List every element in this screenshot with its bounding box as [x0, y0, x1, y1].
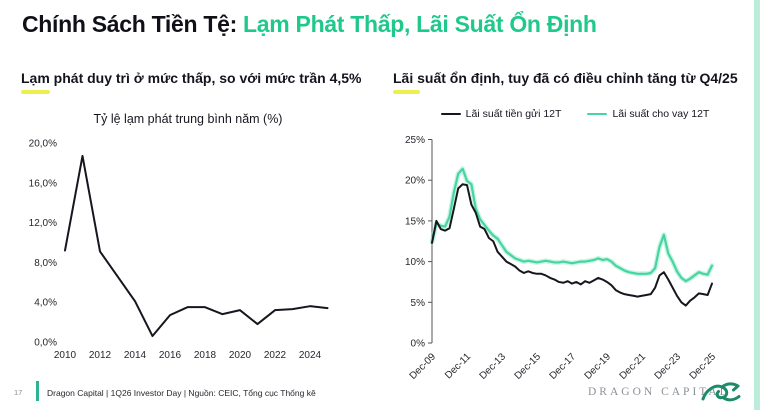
svg-text:2014: 2014 — [124, 350, 147, 361]
source-text: Dragon Capital | 1Q26 Investor Day | Ngu… — [47, 388, 316, 398]
brand-name: DRAGON CAPITAL — [588, 386, 730, 398]
svg-text:2010: 2010 — [54, 350, 77, 361]
svg-text:2024: 2024 — [299, 350, 322, 361]
svg-text:2018: 2018 — [194, 350, 217, 361]
svg-text:16,0%: 16,0% — [29, 178, 57, 189]
svg-text:Dec-15: Dec-15 — [513, 351, 544, 382]
svg-text:Dec-09: Dec-09 — [408, 351, 439, 382]
right-panel-heading: Lãi suất ổn định, tuy đã có điều chỉnh t… — [393, 70, 738, 86]
page-title: Chính Sách Tiền Tệ: Lạm Phát Thấp, Lãi S… — [22, 11, 597, 38]
svg-text:Dec-21: Dec-21 — [618, 351, 649, 382]
svg-text:15%: 15% — [405, 216, 425, 227]
inflation-chart: 0,0% 4,0% 8,0% 12,0% 16,0% 20,0% 2010 2012 2014 2… — [29, 139, 329, 361]
lending-line-swatch — [587, 112, 608, 116]
svg-text:20,0%: 20,0% — [29, 139, 57, 150]
svg-text:Dec-19: Dec-19 — [583, 351, 614, 382]
svg-text:Dec-17: Dec-17 — [548, 351, 579, 382]
deposit-line-swatch — [440, 112, 461, 116]
left-heading-underline — [21, 90, 50, 94]
svg-text:10%: 10% — [405, 257, 425, 268]
right-heading-underline — [393, 90, 420, 94]
svg-text:0,0%: 0,0% — [34, 338, 57, 349]
legend-label-lending: Lãi suất cho vay 12T — [612, 108, 710, 120]
footer-divider — [36, 381, 39, 401]
svg-text:2022: 2022 — [264, 350, 287, 361]
dragon-logo-icon — [701, 382, 741, 402]
legend-label-deposit: Lãi suất tiền gửi 12T — [465, 108, 562, 120]
svg-text:4,0%: 4,0% — [34, 298, 57, 309]
svg-text:2020: 2020 — [229, 350, 252, 361]
svg-text:20%: 20% — [405, 176, 425, 187]
inflation-chart-title: Tỷ lệ lạm phát trung bình năm (%) — [93, 112, 283, 126]
svg-text:2016: 2016 — [159, 350, 182, 361]
right-edge-strip — [754, 0, 760, 410]
interest-chart-legend: Lãi suất tiền gửi 12T Lãi suất cho vay 1… — [385, 108, 765, 120]
svg-text:2012: 2012 — [89, 350, 112, 361]
svg-text:5%: 5% — [411, 298, 426, 309]
left-panel-heading: Lạm phát duy trì ở mức thấp, so với mức … — [21, 70, 362, 86]
legend-item-deposit: Lãi suất tiền gửi 12T — [440, 108, 562, 120]
svg-text:12,0%: 12,0% — [29, 218, 57, 229]
svg-text:Dec-25: Dec-25 — [688, 351, 719, 382]
legend-item-lending: Lãi suất cho vay 12T — [587, 108, 709, 120]
page-number: 17 — [14, 388, 23, 397]
svg-text:25%: 25% — [405, 135, 425, 146]
svg-text:Dec-11: Dec-11 — [443, 351, 473, 381]
svg-text:8,0%: 8,0% — [34, 258, 57, 269]
svg-text:Dec-23: Dec-23 — [653, 351, 684, 382]
interest-rate-chart: 0% 5% 10% 15% 20% 25% Dec-09 Dec-11 Dec-13 Dec-15… — [405, 135, 719, 382]
title-highlight: Lạm Phát Thấp, Lãi Suất Ổn Định — [243, 11, 597, 37]
svg-text:Dec-13: Dec-13 — [478, 351, 509, 382]
title-prefix: Chính Sách Tiền Tệ: — [22, 11, 244, 37]
svg-text:0%: 0% — [411, 339, 426, 350]
